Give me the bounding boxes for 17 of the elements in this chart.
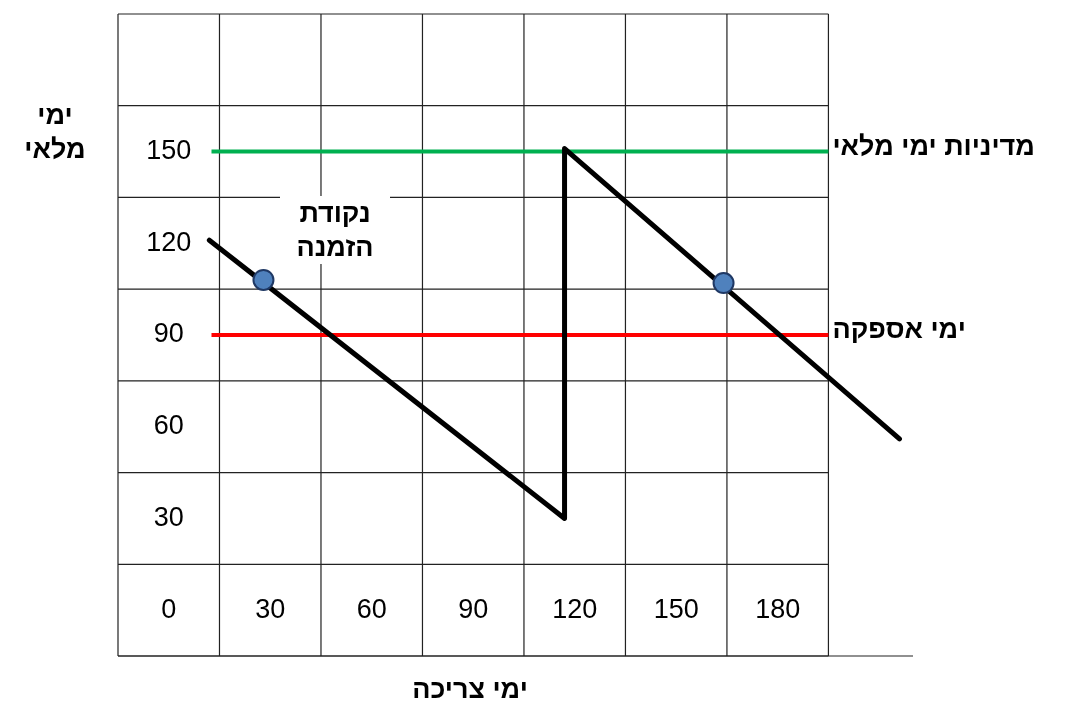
y-tick-label: 120 [146, 226, 192, 257]
x-axis-title: ימי צריכה [411, 673, 529, 706]
x-tick-label: 180 [755, 593, 801, 624]
y-tick-label: 150 [146, 135, 192, 166]
x-tick-label: 150 [653, 593, 699, 624]
annotation: נקודת הזמנה [280, 196, 390, 264]
y-tick-label: 90 [153, 318, 184, 349]
y-tick-label: 30 [153, 501, 184, 532]
x-tick-label: 60 [356, 593, 387, 624]
x-tick-label: 120 [552, 593, 598, 624]
ref-line-label: מדיניות ימי מלאי [832, 131, 1035, 162]
x-tick-label: 90 [458, 593, 489, 624]
y-tick-label: 60 [153, 410, 184, 441]
x-tick-label: 0 [161, 593, 177, 624]
ref-line-label: ימי אספקה [832, 314, 966, 345]
y-axis-title: ימי מלאי [23, 99, 87, 166]
x-tick-label: 30 [255, 593, 286, 624]
